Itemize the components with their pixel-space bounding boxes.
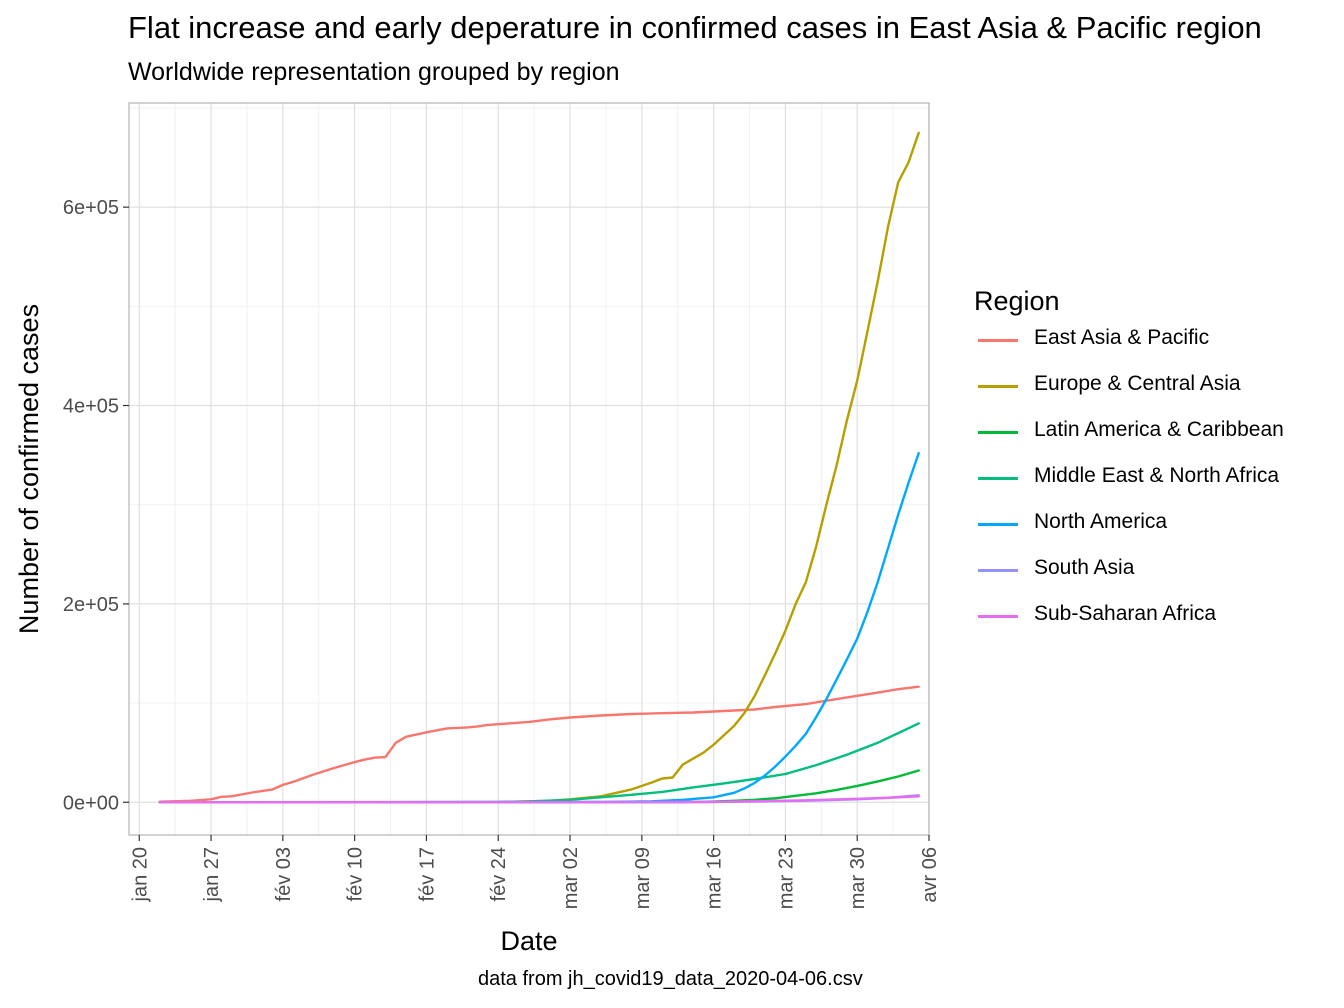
x-axis-label: Date [500,926,557,956]
x-tick-label: mar 23 [775,847,797,909]
legend-title: Region [974,286,1060,316]
legend-items: East Asia & Pacific Europe & Central Asia… [974,326,1284,661]
series-line [158,131,920,804]
legend-item: East Asia & Pacific [974,326,1209,385]
legend-label: South Asia [1034,556,1135,579]
y-axis-label: Number of confirmed cases [14,304,44,634]
legend-swatch [978,385,1018,388]
legend-swatch [978,339,1018,342]
legend-item: Europe & Central Asia [974,372,1241,431]
x-tick-label: fév 24 [488,847,510,901]
x-tick-label: fév 17 [416,847,438,901]
y-tick-label: 6e+05 [63,197,119,219]
legend-swatch [978,615,1018,618]
legend-item: South Asia [974,556,1134,615]
legend-item: Middle East & North Africa [974,464,1279,523]
legend-label: Middle East & North Africa [1034,464,1280,487]
x-tick-label: avr 06 [919,847,941,903]
x-tick-label: fév 03 [273,847,295,901]
legend-label: North America [1034,510,1168,533]
legend-label: East Asia & Pacific [1034,326,1210,349]
x-tick-label: mar 02 [560,847,582,909]
legend-swatch [978,523,1018,526]
plot-panel-border [128,102,930,836]
legend-swatch [978,431,1018,434]
series-line [158,451,920,804]
legend-item: North America [974,510,1167,569]
legend-item: Sub-Saharan Africa [974,602,1216,661]
x-tick-label: fév 10 [345,847,367,901]
x-tick-label: jan 27 [201,847,223,903]
y-tick-label: 4e+05 [63,396,119,418]
chart-caption: data from jh_covid19_data_2020-04-06.csv [478,968,863,990]
chart-subtitle: Worldwide representation grouped by regi… [128,58,620,86]
series-lines [158,131,920,804]
x-axis: jan 20 jan 27 fév 03 fév 10 fév 17 fév 24 mar … [129,835,941,909]
legend-swatch [978,477,1018,480]
minor-gridlines [129,103,929,835]
series-line [158,769,920,804]
x-tick-label: mar 30 [847,847,869,909]
legend-label: Latin America & Caribbean [1034,418,1284,441]
x-tick-label: jan 20 [129,847,151,903]
legend: Region East Asia & Pacific Europe & Centr… [974,286,1284,661]
legend-item: Latin America & Caribbean [974,418,1284,477]
legend-label: Sub-Saharan Africa [1034,602,1217,625]
y-tick-label: 2e+05 [63,594,119,616]
y-axis: 0e+00 2e+05 4e+05 6e+05 [63,197,129,814]
legend-swatch [978,569,1018,572]
legend-label: Europe & Central Asia [1034,372,1241,395]
series-line [158,795,920,804]
y-tick-label: 0e+00 [63,792,119,814]
major-gridlines [129,103,930,835]
x-tick-label: mar 16 [704,847,726,909]
x-tick-label: mar 09 [632,847,654,909]
series-line [158,685,920,803]
chart-title: Flat increase and early deperature in co… [128,10,1262,45]
